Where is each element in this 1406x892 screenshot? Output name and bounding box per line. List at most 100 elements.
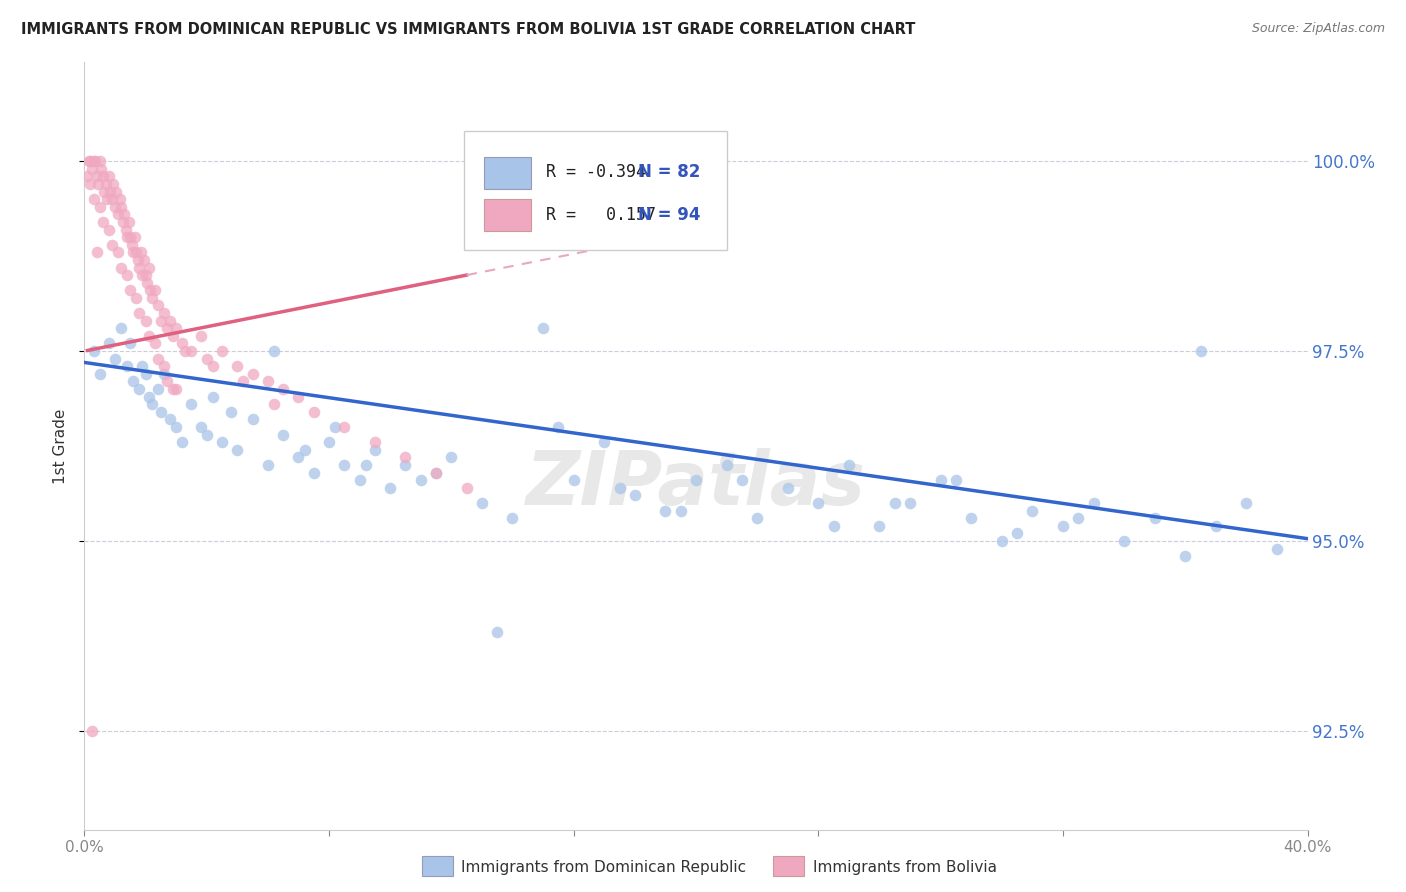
Point (172, 435, 194, 450)
Point (105, 185, 128, 199)
Point (138, 329, 160, 343)
Point (731, 473, 754, 487)
Point (624, 488, 647, 502)
Point (146, 351, 169, 366)
Point (93, 185, 115, 199)
Point (609, 481, 631, 495)
Bar (484, 199, 531, 231)
Point (195, 427, 218, 442)
Point (302, 405, 325, 419)
Point (97, 169, 120, 184)
FancyBboxPatch shape (464, 131, 727, 251)
Point (83, 154, 105, 169)
Point (146, 382, 169, 396)
Point (110, 321, 132, 335)
Point (104, 351, 127, 366)
Point (128, 260, 150, 275)
Point (110, 200, 132, 214)
Point (135, 367, 157, 381)
Point (263, 397, 285, 411)
Point (83, 192, 105, 206)
Point (380, 481, 402, 495)
Point (110, 260, 132, 275)
Text: R =   0.157: R = 0.157 (546, 206, 655, 224)
Point (1189, 344, 1212, 359)
Point (456, 481, 478, 495)
Point (425, 466, 447, 480)
Point (354, 458, 377, 472)
Point (80, 723, 103, 738)
Text: Immigrants from Dominican Republic: Immigrants from Dominican Republic (461, 860, 747, 874)
Point (101, 192, 124, 206)
Point (129, 245, 152, 260)
Point (242, 367, 264, 381)
Point (471, 496, 494, 510)
Point (883, 496, 905, 510)
Point (1005, 526, 1028, 541)
Point (138, 390, 160, 404)
Point (77, 154, 100, 169)
Point (287, 450, 309, 465)
Point (226, 442, 249, 457)
Point (165, 420, 187, 434)
Point (91, 169, 114, 184)
Point (776, 481, 799, 495)
Y-axis label: 1st Grade: 1st Grade (53, 409, 69, 483)
Point (89, 200, 111, 214)
Point (838, 458, 860, 472)
Point (425, 466, 447, 480)
Point (159, 314, 181, 328)
Point (364, 435, 387, 450)
Point (165, 321, 187, 335)
Point (94, 177, 117, 191)
Point (86, 169, 108, 184)
Point (115, 359, 138, 374)
Point (84, 154, 107, 169)
Point (1174, 549, 1197, 563)
Point (153, 367, 176, 381)
Text: N = 82: N = 82 (638, 163, 700, 181)
Point (1083, 496, 1105, 510)
Point (156, 321, 179, 335)
Point (135, 268, 157, 282)
Point (195, 351, 218, 366)
Point (1236, 496, 1258, 510)
Point (115, 268, 138, 282)
Point (869, 518, 891, 533)
Text: N = 94: N = 94 (638, 206, 702, 224)
Point (257, 458, 280, 472)
Point (685, 473, 707, 487)
Point (945, 473, 967, 487)
Point (1021, 503, 1043, 517)
Point (104, 200, 127, 214)
Point (141, 291, 163, 305)
Point (128, 306, 150, 320)
Point (654, 503, 676, 517)
Point (108, 192, 131, 206)
Bar (484, 157, 531, 189)
Point (111, 215, 134, 229)
Point (80, 161, 103, 176)
Point (121, 237, 143, 252)
Point (1205, 518, 1227, 533)
Point (87, 177, 110, 191)
Point (97, 336, 120, 351)
Point (125, 291, 148, 305)
Point (1052, 518, 1074, 533)
Point (138, 260, 160, 275)
Text: Source: ZipAtlas.com: Source: ZipAtlas.com (1251, 22, 1385, 36)
Point (146, 298, 169, 312)
Point (136, 276, 159, 290)
Point (211, 344, 233, 359)
Point (1067, 511, 1090, 525)
Point (153, 359, 176, 374)
Point (120, 283, 142, 297)
Point (201, 359, 224, 374)
Point (76, 169, 98, 184)
Point (143, 336, 166, 351)
Point (211, 435, 233, 450)
Point (807, 496, 830, 510)
Point (294, 442, 316, 457)
Point (83, 344, 105, 359)
Point (90, 161, 112, 176)
